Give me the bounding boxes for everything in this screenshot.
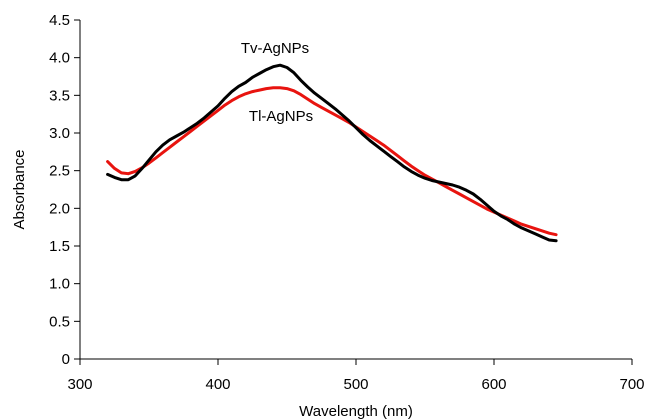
x-tick-label: 500 — [343, 376, 368, 393]
series-label-tl-agnps: Tl-AgNPs — [249, 108, 313, 125]
y-axis-ticks: 0 0.5 1.0 1.5 2.0 2.5 3.0 3.5 4.0 4.5 — [49, 12, 80, 368]
y-tick-label: 3.0 — [49, 125, 70, 142]
series-layer — [106, 63, 558, 243]
x-tick-label: 700 — [619, 376, 644, 393]
y-tick-label: 1.0 — [49, 276, 70, 293]
x-tick-label: 300 — [67, 376, 92, 393]
axes — [79, 20, 632, 360]
x-tick-label: 400 — [205, 376, 230, 393]
y-tick-label: 0 — [62, 351, 70, 368]
y-tick-label: 3.5 — [49, 87, 70, 104]
series-line-tl-agnps — [106, 86, 558, 237]
x-axis-title: Wavelength (nm) — [299, 403, 413, 419]
y-tick-label: 4.0 — [49, 50, 70, 67]
x-axis-ticks: 300 400 500 600 700 — [67, 359, 645, 393]
y-tick-label: 2.5 — [49, 163, 70, 180]
series-line-tv-agnps — [106, 63, 558, 243]
series-label-tv-agnps: Tv-AgNPs — [241, 40, 309, 57]
y-tick-label: 4.5 — [49, 12, 70, 29]
y-tick-label: 1.5 — [49, 238, 70, 255]
y-tick-label: 0.5 — [49, 313, 70, 330]
y-tick-label: 2.0 — [49, 200, 70, 217]
x-tick-label: 600 — [481, 376, 506, 393]
y-axis-title: Absorbance — [11, 149, 28, 229]
